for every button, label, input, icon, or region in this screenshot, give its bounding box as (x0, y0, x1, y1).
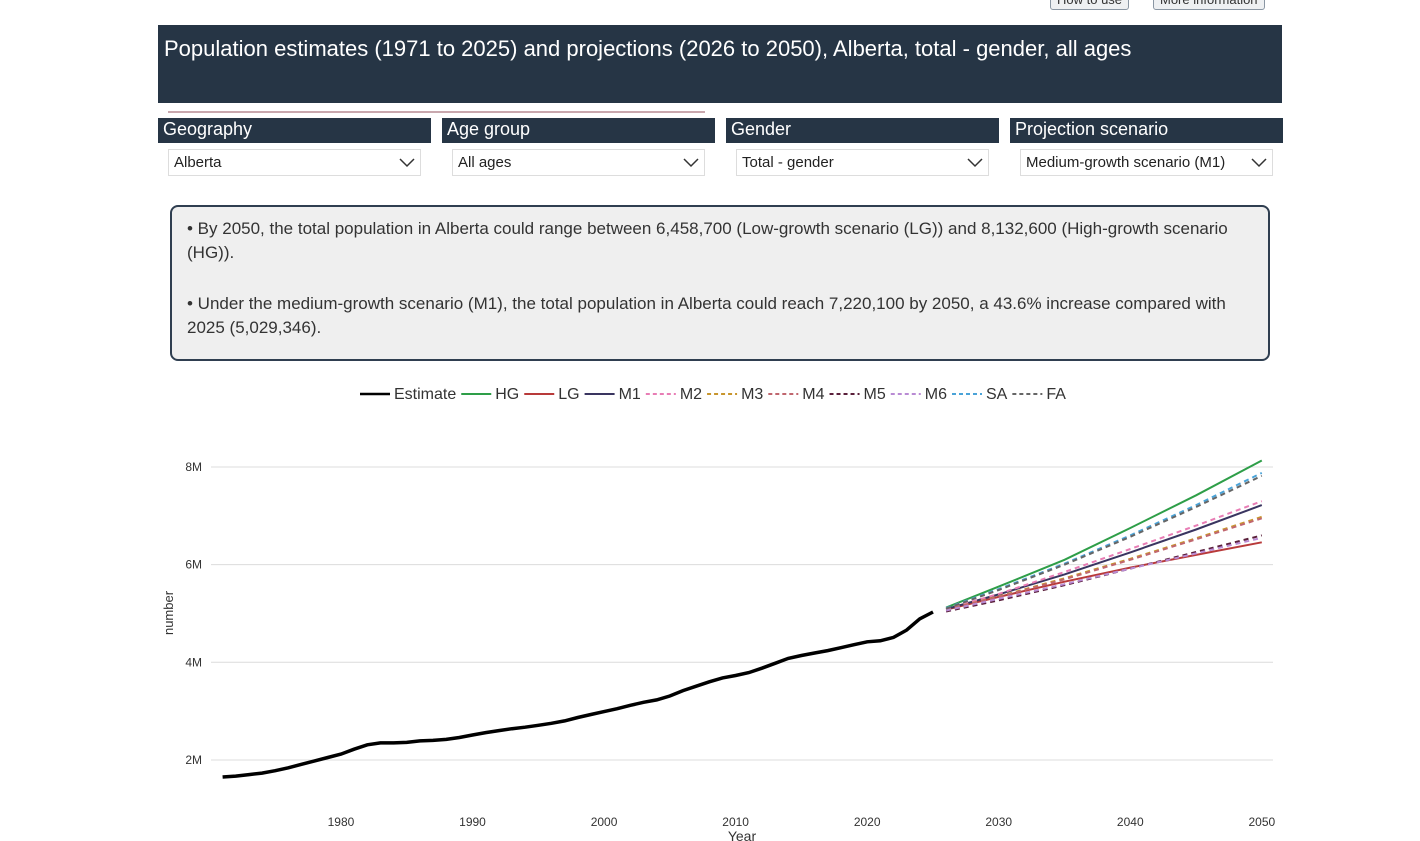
x-axis-label: Year (728, 828, 757, 841)
how-to-use-button[interactable]: How to use (1050, 0, 1130, 10)
series-line (945, 500, 1263, 611)
x-tick-label: 2040 (1117, 815, 1144, 829)
filter-label: Gender (726, 118, 999, 143)
x-tick-label: 1980 (328, 815, 355, 829)
x-tick-label: 2010 (722, 815, 749, 829)
filter-label: Projection scenario (1010, 118, 1283, 143)
x-tick-label: 2000 (591, 815, 618, 829)
legend-label: LG (558, 386, 579, 403)
summary-text: • By 2050, the total population in Alber… (187, 219, 1228, 262)
filter-dropdown[interactable]: Alberta (168, 149, 421, 176)
series-line (222, 610, 934, 779)
page-title: Population estimates (1971 to 2025) and … (164, 36, 1132, 61)
legend-label: HG (495, 386, 519, 403)
legend: Estimate HG LG M1 M2 M3 M4 M5 M6 SA FA (360, 386, 1066, 403)
y-axis-label: number (161, 590, 176, 635)
x-tick-label: 2050 (1248, 815, 1275, 829)
series-line (945, 536, 1263, 612)
filter-dropdown[interactable]: Medium-growth scenario (M1) (1020, 149, 1273, 176)
legend-label: M3 (741, 386, 763, 403)
y-tick-label: 6M (185, 558, 202, 572)
dropdown-value: All ages (458, 154, 512, 171)
y-tick-label: 8M (185, 460, 202, 474)
filter-dropdown[interactable]: All ages (452, 149, 705, 176)
x-tick-label: 2020 (854, 815, 881, 829)
legend-label: Estimate (394, 386, 456, 403)
more-information-button[interactable]: More information (1153, 0, 1265, 10)
chevron-icon (683, 158, 699, 168)
legend-label: M4 (802, 386, 824, 403)
filter-label: Age group (442, 118, 715, 143)
series-line (945, 474, 1263, 610)
legend-label: M2 (680, 386, 702, 403)
header: Population estimates (1971 to 2025) and … (158, 25, 1282, 103)
series-line (945, 459, 1263, 609)
legend-label: FA (1046, 386, 1066, 403)
filter-label: Geography (158, 118, 431, 143)
x-tick-label: 1990 (459, 815, 486, 829)
chevron-icon (399, 158, 415, 168)
legend-label: M5 (864, 386, 886, 403)
dropdown-value: Alberta (174, 154, 222, 171)
chevron-icon (967, 158, 983, 168)
dropdown-value: Total - gender (742, 154, 834, 171)
divider (168, 111, 705, 113)
filter-dropdown[interactable]: Total - gender (736, 149, 989, 176)
chevron-icon (1251, 158, 1267, 168)
y-tick-label: 2M (185, 753, 202, 767)
series-line (945, 517, 1263, 611)
summary-text: • Under the medium-growth scenario (M1),… (187, 294, 1226, 337)
legend-label: SA (986, 386, 1008, 403)
dropdown-value: Medium-growth scenario (M1) (1026, 154, 1226, 171)
summary-box: • By 2050, the total population in Alber… (170, 205, 1270, 361)
legend-label: M6 (925, 386, 947, 403)
x-tick-label: 2030 (985, 815, 1012, 829)
y-tick-label: 4M (185, 655, 202, 669)
legend-label: M1 (619, 386, 641, 403)
series-line (945, 504, 1263, 611)
